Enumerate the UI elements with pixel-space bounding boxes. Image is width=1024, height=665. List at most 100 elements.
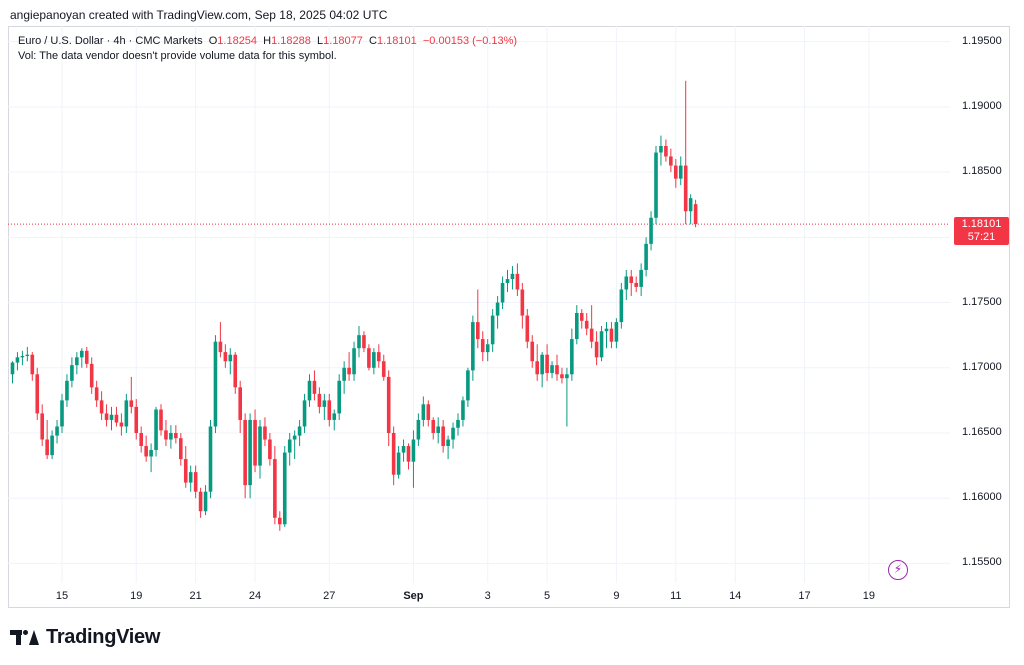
time-tick-label: 19 <box>862 590 875 602</box>
legend-high-value: 1.18288 <box>271 35 311 47</box>
candle-body-up <box>258 426 262 466</box>
candle-body-down <box>233 354 238 388</box>
candle-body-up <box>575 312 579 340</box>
candle-body-up <box>109 414 114 420</box>
candle-body-down <box>525 315 530 342</box>
candle-body-up <box>604 328 609 332</box>
candle-body-up <box>416 419 421 440</box>
candle-body-down <box>589 328 594 342</box>
candle-body-up <box>436 426 440 433</box>
candle-body-up <box>639 269 643 287</box>
candle-body-down <box>530 341 535 362</box>
price-tick-label: 1.17500 <box>962 295 1002 308</box>
time-tick-label: Sep <box>403 590 424 602</box>
candle-body-down <box>268 439 272 460</box>
candle-body-down <box>119 422 124 427</box>
candle-body-down <box>362 335 366 349</box>
chart-frame <box>8 26 1010 608</box>
candle-body-down <box>327 400 332 420</box>
candlestick-chart <box>8 26 950 583</box>
candle-body-down <box>278 517 282 525</box>
legend-low-label: L <box>317 35 324 47</box>
candle-body-down <box>609 328 614 342</box>
candle-body-down <box>693 204 698 225</box>
candle-body-up <box>50 435 54 456</box>
candle-body-up <box>15 357 20 363</box>
candle-body-up <box>124 400 129 427</box>
candle-body-up <box>302 400 307 427</box>
chart-legend: Euro / U.S. Dollar · 4h · CMC Markets O1… <box>18 34 517 49</box>
candle-body-down <box>253 419 257 466</box>
candle-body-down <box>84 350 89 364</box>
candle-body-up <box>451 427 455 440</box>
candle-body-up <box>510 273 515 280</box>
candle-body-down <box>129 400 134 407</box>
candle-body-down <box>426 404 431 420</box>
candle-body-down <box>273 459 277 518</box>
candle-body-down <box>139 432 143 447</box>
candle-body-up <box>282 452 287 525</box>
candle-body-up <box>20 356 25 358</box>
candle-body-up <box>471 322 475 371</box>
candle-body-down <box>441 426 445 447</box>
candle-body-up <box>396 452 401 475</box>
candle-body-down <box>164 430 168 440</box>
candle-body-down <box>377 352 381 362</box>
candle-body-up <box>213 341 218 427</box>
candle-body-down <box>223 352 228 362</box>
price-tick-label: 1.19000 <box>962 99 1002 112</box>
candle-body-up <box>75 357 79 366</box>
price-tick-label: 1.15500 <box>962 556 1002 569</box>
candle-body-down <box>634 282 638 287</box>
candle-body-down <box>386 376 391 433</box>
candle-body-down <box>367 348 371 368</box>
candle-body-down <box>515 273 520 290</box>
candle-body-down <box>35 374 40 414</box>
candle-body-down <box>159 409 163 431</box>
candle-body-up <box>565 374 569 379</box>
candle-body-down <box>179 438 183 460</box>
time-tick-label: 27 <box>323 590 336 602</box>
candle-body-up <box>461 400 465 420</box>
candle-body-down <box>406 446 411 462</box>
candle-body-down <box>381 361 386 377</box>
candle-body-up <box>411 439 416 462</box>
candle-body-up <box>208 426 213 492</box>
candle-body-up <box>25 354 30 357</box>
candle-body-down <box>664 146 668 157</box>
time-tick-label: 19 <box>130 590 143 602</box>
candle-body-down <box>584 320 589 329</box>
candle-body-up <box>678 165 683 179</box>
lightning-icon[interactable]: ⚡ <box>888 560 908 580</box>
time-tick-label: 17 <box>798 590 811 602</box>
candle-body-up <box>80 350 84 358</box>
candle-body-down <box>193 472 198 492</box>
legend-close-value: 1.18101 <box>376 35 417 47</box>
author-credit: angiepanoyan created with TradingView.co… <box>10 8 388 22</box>
candle-body-down <box>104 413 109 420</box>
legend-symbol: Euro / U.S. Dollar · 4h · CMC Markets <box>18 35 203 47</box>
chart-plot-area[interactable] <box>8 26 950 583</box>
time-tick-label: 5 <box>544 590 551 602</box>
candle-body-up <box>466 370 470 401</box>
candle-body-down <box>312 380 317 394</box>
candle-body-up <box>60 400 64 427</box>
legend-change: −0.00153 (−0.13%) <box>422 35 518 47</box>
candle-body-down <box>674 165 678 179</box>
candle-body-down <box>555 365 559 375</box>
candle-body-up <box>654 152 658 218</box>
candle-body-up <box>70 365 74 381</box>
candle-body-up <box>599 331 604 358</box>
candle-body-up <box>307 380 312 401</box>
candle-body-up <box>169 432 173 440</box>
candle-body-up <box>292 435 297 440</box>
candle-body-down <box>669 156 673 166</box>
candle-body-up <box>659 146 663 153</box>
candle-body-down <box>629 276 634 283</box>
candle-body-down <box>391 432 396 475</box>
candle-body-up <box>688 198 693 212</box>
candle-body-up <box>649 217 653 244</box>
candle-body-down <box>218 341 223 353</box>
candle-body-up <box>421 404 426 420</box>
price-tick-label: 1.16500 <box>962 425 1002 438</box>
